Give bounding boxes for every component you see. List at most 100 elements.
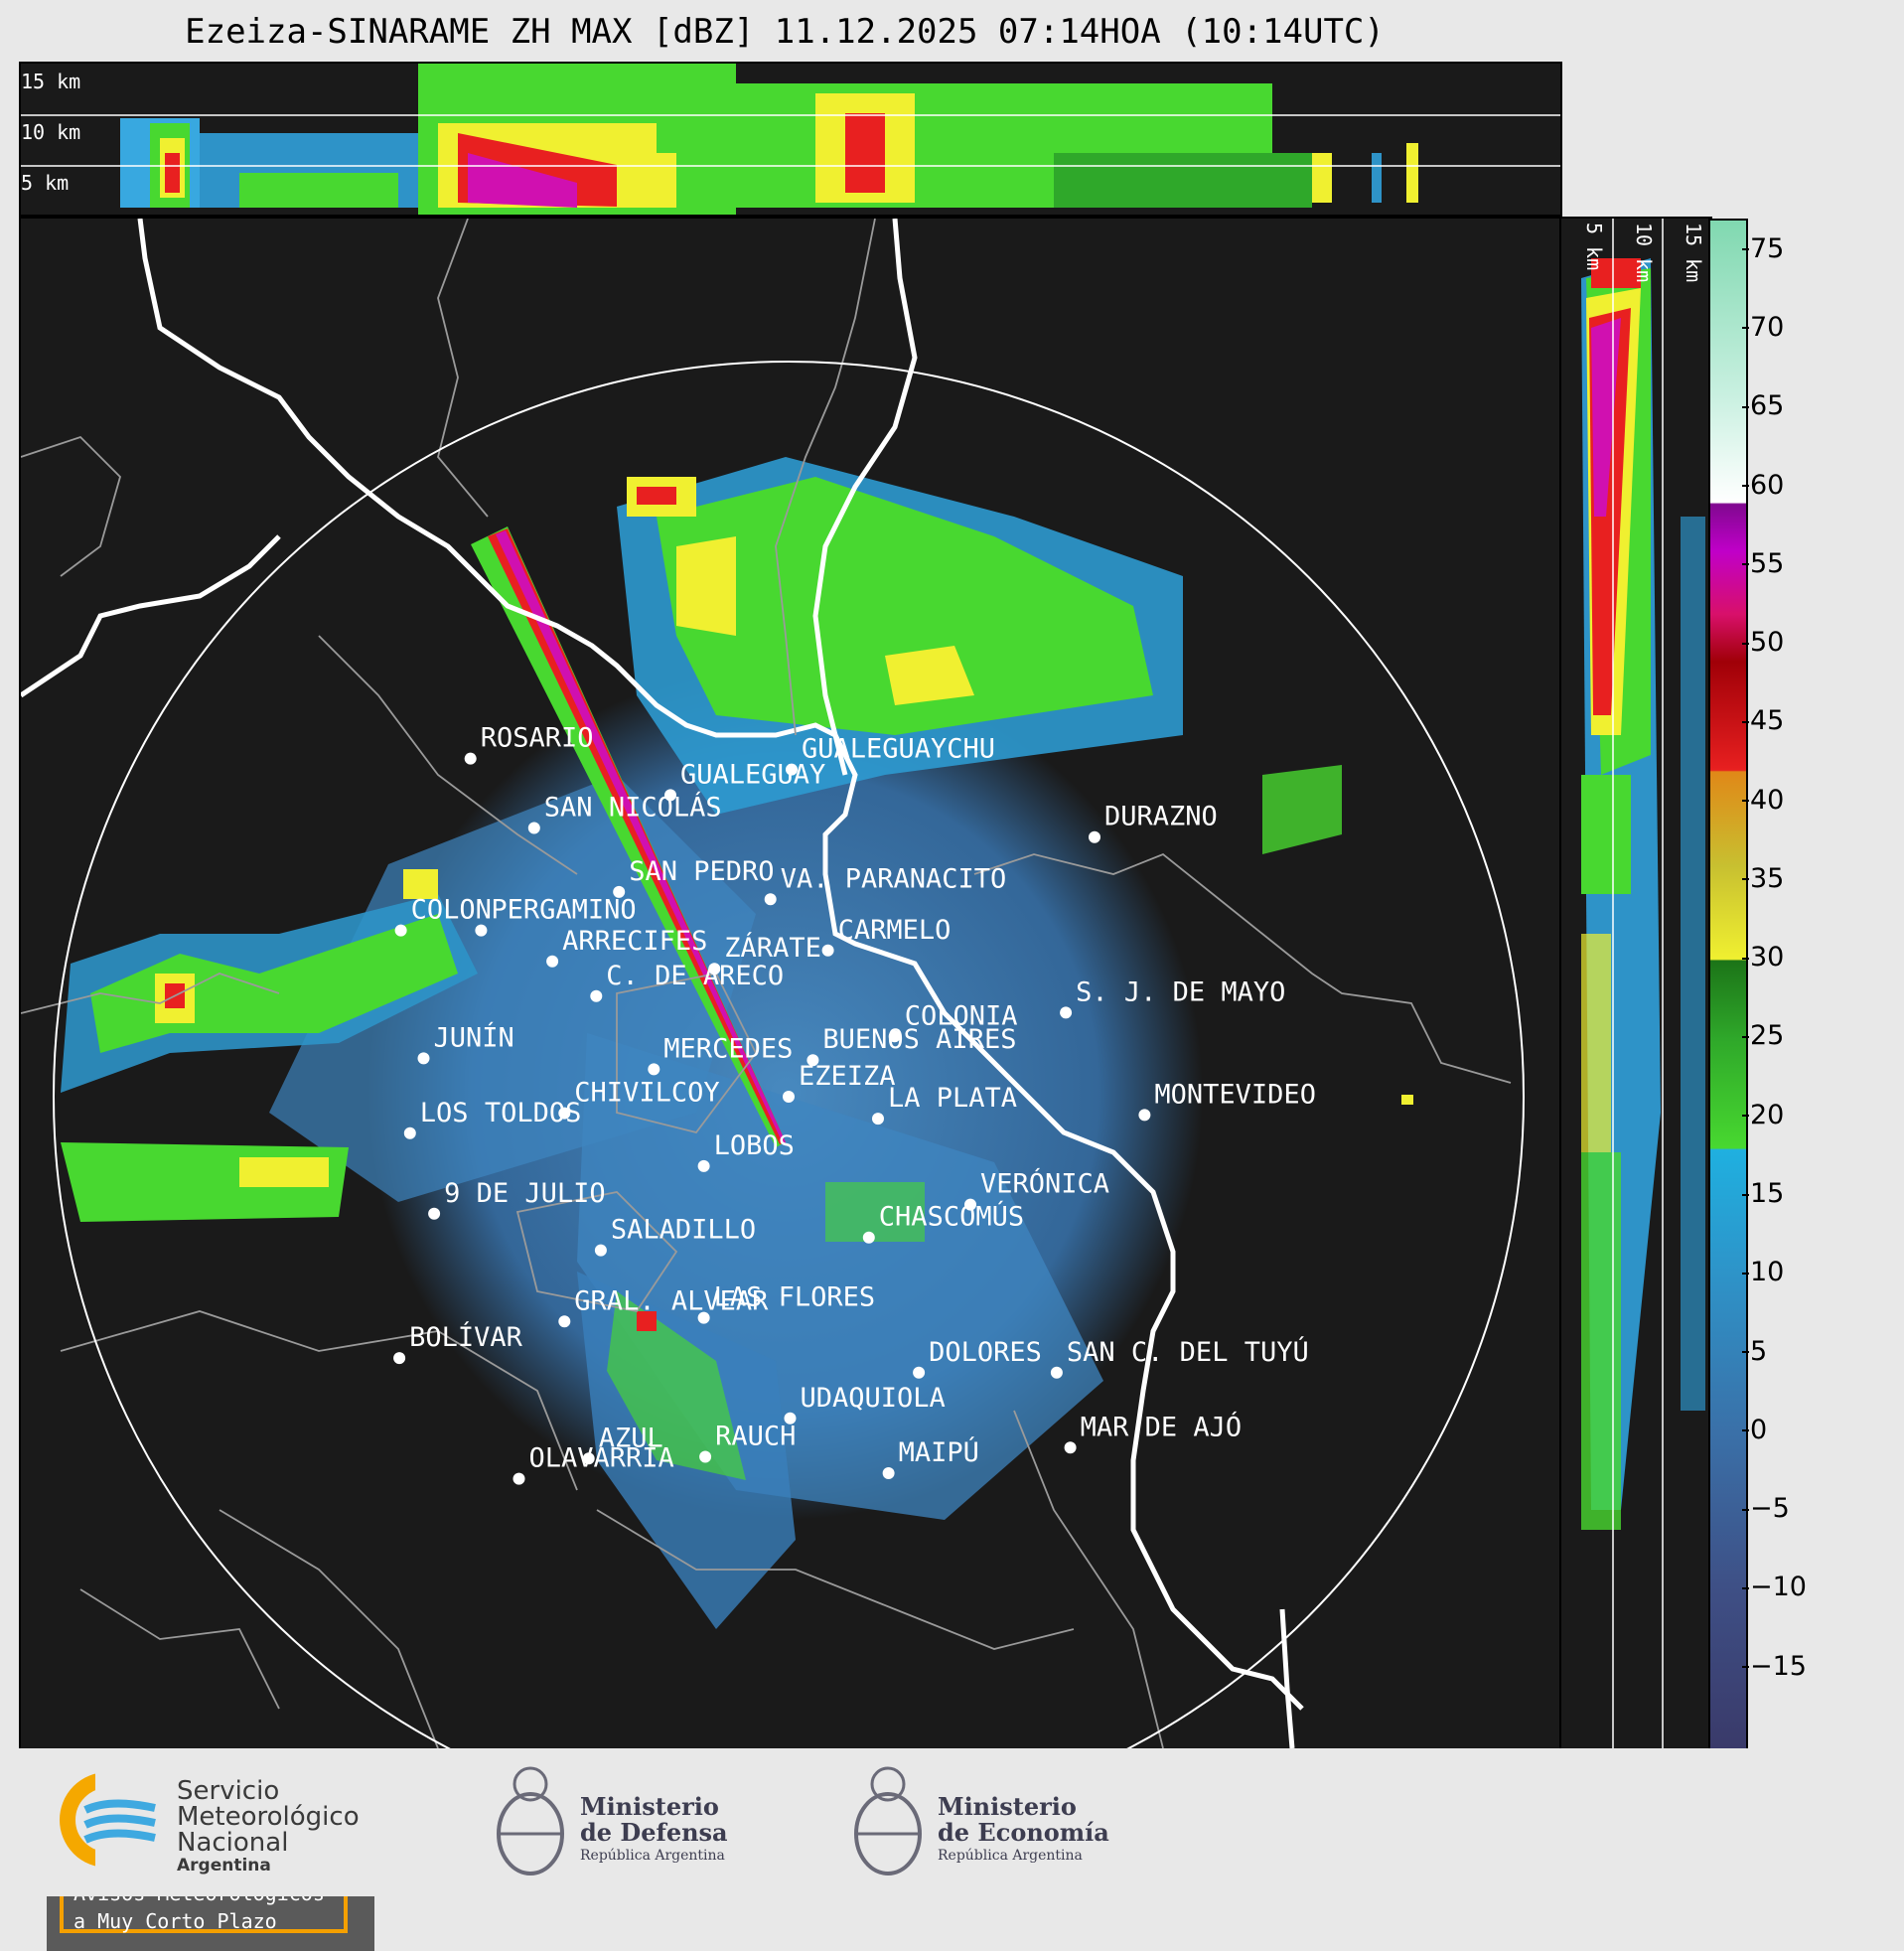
city-marker[interactable]: SAN PEDRO <box>613 856 775 898</box>
colorbar-tick-label: 65 <box>1741 390 1785 422</box>
city-label: PERGAMINO <box>491 895 636 926</box>
colorbar-tick-label: 60 <box>1741 469 1785 501</box>
city-dot-icon <box>964 1198 976 1211</box>
city-marker[interactable]: S. J. DE MAYO <box>1060 976 1285 1019</box>
city-marker[interactable]: DURAZNO <box>1089 802 1218 843</box>
city-label: VERÓNICA <box>980 1168 1109 1200</box>
colorbar-tick-label: −15 <box>1742 1650 1807 1682</box>
colorbar-tick-label: −5 <box>1742 1493 1790 1525</box>
city-marker[interactable]: LOBOS <box>697 1130 795 1172</box>
city-dot-icon <box>590 989 603 1002</box>
city-label: ROSARIO <box>481 723 594 754</box>
city-marker[interactable]: GRAL. ALVEAR <box>558 1285 769 1328</box>
city-marker[interactable]: PERGAMINO <box>475 895 637 937</box>
city-marker[interactable]: VA. PARANACITO <box>764 863 1007 906</box>
colorbar-tick-label: 45 <box>1741 705 1785 737</box>
side-height-label-10km: 10 km <box>1632 223 1656 282</box>
defensa-line3: República Argentina <box>580 1848 725 1864</box>
colorbar-tick-label: 75 <box>1741 232 1785 264</box>
city-label: MAIPÚ <box>899 1436 979 1468</box>
city-marker[interactable]: SAN C. DEL TUYÚ <box>1050 1336 1309 1379</box>
city-marker[interactable]: GUALEGUAYCHU <box>786 734 995 776</box>
coastlines <box>19 218 1304 1749</box>
city-dot-icon <box>417 1052 430 1065</box>
city-dot-icon <box>582 1452 595 1465</box>
city-marker[interactable]: AZUL <box>582 1423 663 1465</box>
city-dot-icon <box>475 924 488 937</box>
colorbar-tick-label: 40 <box>1741 784 1785 816</box>
defensa-line2: de Defensa <box>580 1818 728 1847</box>
city-marker[interactable]: BUENOS AIRES <box>806 1024 1016 1067</box>
city-marker[interactable]: SAN NICOLÁS <box>527 792 722 834</box>
economia-line1: Ministerio <box>938 1792 1077 1821</box>
city-marker[interactable]: OLAVARRÍA <box>513 1442 674 1485</box>
city-dot-icon <box>872 1113 884 1126</box>
city-label: DOLORES <box>929 1337 1042 1368</box>
city-dot-icon <box>648 1063 660 1076</box>
radar-map[interactable]: ROSARIO GUALEGUAYCHU GUALEGUAY SAN NICOLÁS D… <box>19 217 1562 1951</box>
warning-line2: a Muy Corto Plazo <box>73 1909 277 1933</box>
city-label: JUNÍN <box>434 1021 514 1053</box>
smn-line3: Nacional <box>177 1828 289 1858</box>
city-marker[interactable]: SALADILLO <box>594 1215 756 1257</box>
city-marker[interactable]: C. DE ARECO <box>590 961 784 1002</box>
city-marker[interactable]: VERÓNICA <box>964 1168 1109 1211</box>
city-dot-icon <box>527 822 540 834</box>
city-marker[interactable]: MAR DE AJÓ <box>1064 1411 1243 1454</box>
city-marker[interactable]: GUALEGUAY <box>664 759 825 802</box>
city-marker[interactable]: CHASCOMÚS <box>862 1201 1024 1244</box>
city-dot-icon <box>821 944 834 957</box>
side-height-profile: 5 km 10 km 15 km <box>1559 217 1712 1750</box>
city-marker[interactable]: ZÁRATE <box>708 932 821 976</box>
city-marker[interactable]: LAS FLORES <box>697 1282 876 1324</box>
city-dot-icon <box>394 924 407 937</box>
city-label: LAS FLORES <box>714 1282 876 1313</box>
city-label: OLAVARRÍA <box>529 1442 674 1474</box>
city-marker[interactable]: BOLÍVAR <box>393 1321 523 1365</box>
city-marker[interactable]: RAUCH <box>699 1422 796 1463</box>
city-dot-icon <box>784 1412 797 1425</box>
city-dot-icon <box>546 955 559 968</box>
city-dot-icon <box>1060 1006 1073 1019</box>
city-dot-icon <box>1089 830 1100 843</box>
borders <box>20 218 1512 1749</box>
city-label: GUALEGUAY <box>680 759 825 790</box>
city-label: BOLÍVAR <box>409 1321 523 1353</box>
city-marker[interactable]: 9 DE JULIO <box>428 1178 606 1220</box>
city-marker[interactable]: ARRECIFES <box>546 926 707 968</box>
city-marker[interactable]: COLON <box>394 895 492 937</box>
colorbar-tick-label: 55 <box>1741 547 1785 579</box>
city-dot-icon <box>697 1311 710 1324</box>
defensa-shield-icon <box>497 1766 564 1876</box>
city-marker[interactable]: LOS TOLDOS <box>403 1098 582 1139</box>
city-marker[interactable]: DOLORES <box>913 1337 1042 1379</box>
city-dot-icon <box>764 893 777 906</box>
economia-line3: República Argentina <box>938 1848 1083 1864</box>
city-marker[interactable]: UDAQUIOLA <box>784 1383 946 1425</box>
city-label: LOBOS <box>714 1130 795 1161</box>
city-marker[interactable]: CARMELO <box>821 915 952 957</box>
city-marker[interactable]: CHIVILCOY <box>558 1078 720 1120</box>
city-label: MONTEVIDEO <box>1154 1079 1316 1110</box>
city-dot-icon <box>558 1107 571 1120</box>
city-dot-icon <box>708 963 721 976</box>
city-marker[interactable]: MAIPÚ <box>882 1436 979 1479</box>
city-dot-icon <box>513 1472 525 1485</box>
city-label: BUENOS AIRES <box>822 1024 1016 1055</box>
city-dot-icon <box>697 1159 710 1172</box>
economia-line2: de Economía <box>938 1818 1109 1847</box>
city-marker[interactable]: EZEIZA <box>783 1061 896 1103</box>
city-dot-icon <box>786 763 798 776</box>
city-marker[interactable]: MERCEDES <box>648 1033 793 1076</box>
city-dot-icon <box>464 752 477 765</box>
city-marker[interactable]: JUNÍN <box>417 1021 514 1065</box>
city-marker[interactable]: LA PLATA <box>872 1083 1017 1126</box>
city-label: MERCEDES <box>663 1033 793 1064</box>
city-marker[interactable]: ROSARIO <box>464 723 594 765</box>
city-dot-icon <box>783 1091 795 1103</box>
city-marker[interactable]: MONTEVIDEO <box>1138 1079 1316 1122</box>
city-dot-icon <box>664 789 676 802</box>
city-label: CHIVILCOY <box>574 1078 719 1109</box>
city-marker[interactable]: COLONIA <box>888 1000 1018 1043</box>
colorbar-tick-label: 25 <box>1741 1020 1785 1052</box>
